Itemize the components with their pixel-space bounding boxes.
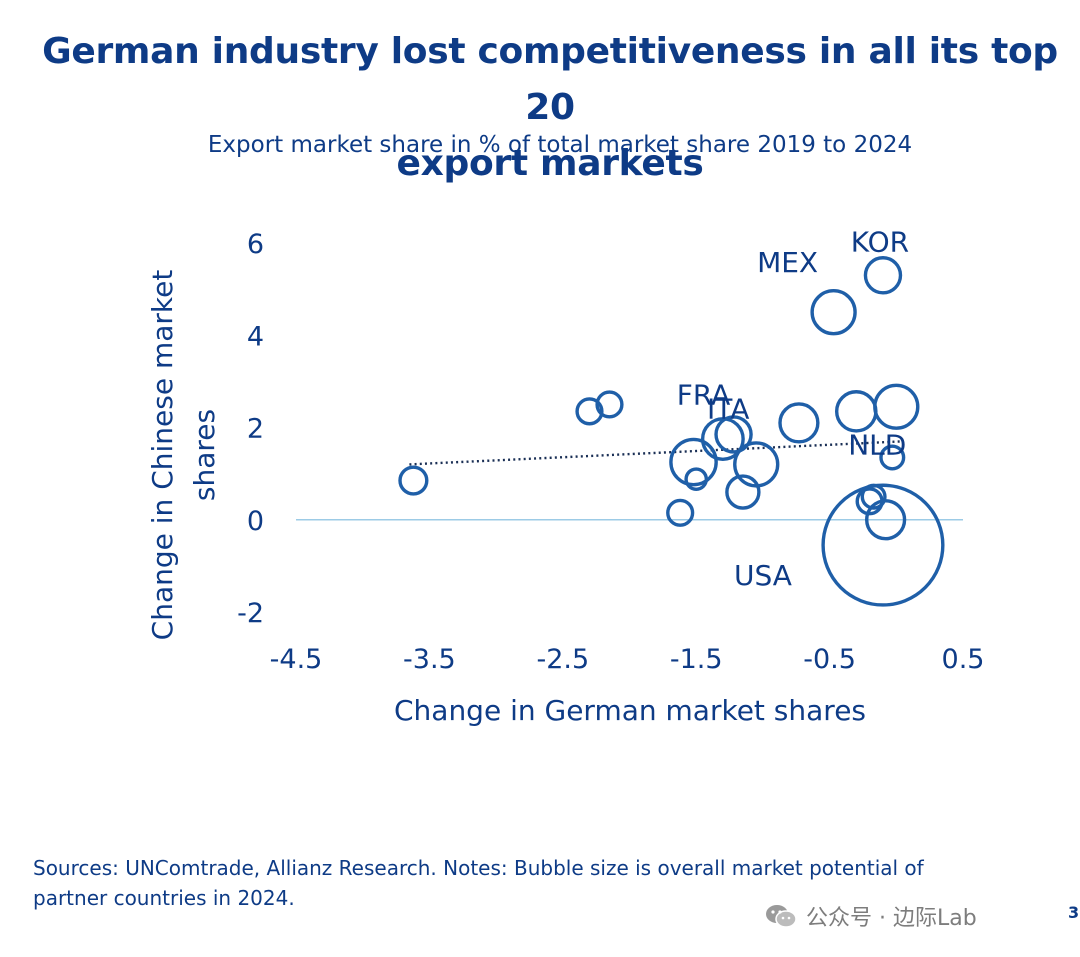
- x-tick-label: -1.5: [670, 644, 723, 675]
- chart-title: German industry lost competitiveness in …: [20, 24, 1080, 192]
- y-tick-label: 0: [247, 506, 264, 537]
- data-label-kor: KOR: [851, 225, 909, 258]
- y-tick-label: 6: [247, 229, 264, 260]
- data-label-fra: FRA: [677, 378, 731, 411]
- bubble-mex: [810, 289, 857, 336]
- y-axis-label-line-2: shares: [188, 409, 221, 501]
- y-tick-label: 4: [247, 321, 264, 352]
- sources-note-line-1: Sources: UNComtrade, Allianz Research. N…: [33, 856, 924, 880]
- trend-line: [409, 440, 904, 466]
- bubble-point-13: [778, 402, 820, 444]
- bubble-point-8: [669, 437, 718, 487]
- bubble-point-3: [398, 465, 429, 496]
- bubble-ita: [733, 441, 780, 488]
- x-tick-label: -4.5: [270, 644, 323, 675]
- bubble-fra: [714, 415, 753, 454]
- bubble-usa: [821, 483, 945, 607]
- wechat-icon: [766, 905, 797, 928]
- watermark: 公众号 · 边际Lab: [764, 898, 977, 934]
- sources-note-line-2: partner countries in 2024.: [33, 886, 295, 910]
- data-label-nld: NLD: [848, 428, 906, 461]
- data-label-ita: ITA: [707, 392, 749, 425]
- x-tick-label: -0.5: [803, 644, 856, 675]
- data-label-usa: USA: [734, 559, 792, 592]
- bubble-point-12: [725, 474, 761, 510]
- y-axis-label-line-1: Change in Chinese market: [146, 270, 179, 641]
- bubble-kor: [863, 256, 903, 295]
- bubble-point-19: [864, 499, 907, 541]
- x-axis-label: Change in German market shares: [394, 694, 866, 727]
- bubble-point-5: [595, 390, 624, 419]
- x-tick-label: -2.5: [536, 644, 589, 675]
- chart-title-line-2: export markets: [396, 143, 704, 184]
- bubble-nld: [879, 444, 906, 471]
- x-tick-label: -3.5: [403, 644, 456, 675]
- watermark-text: 公众号 · 边际Lab: [806, 906, 977, 931]
- y-tick-label: 2: [247, 414, 264, 445]
- bubble-point-6: [666, 498, 695, 527]
- sources-note: Sources: UNComtrade, Allianz Research. N…: [33, 853, 1033, 913]
- bubble-point-14: [834, 390, 878, 433]
- bubble-point-4: [575, 397, 604, 426]
- chart-subtitle: Export market share in % of total market…: [207, 132, 913, 158]
- chart-title-line-1: German industry lost competitiveness in …: [42, 31, 1058, 128]
- y-tick-label: -2: [237, 598, 264, 629]
- page-number: 3: [1068, 903, 1080, 922]
- bubble-point-15: [873, 383, 920, 430]
- data-label-mex: MEX: [757, 246, 818, 279]
- x-tick-label: 0.5: [942, 644, 985, 675]
